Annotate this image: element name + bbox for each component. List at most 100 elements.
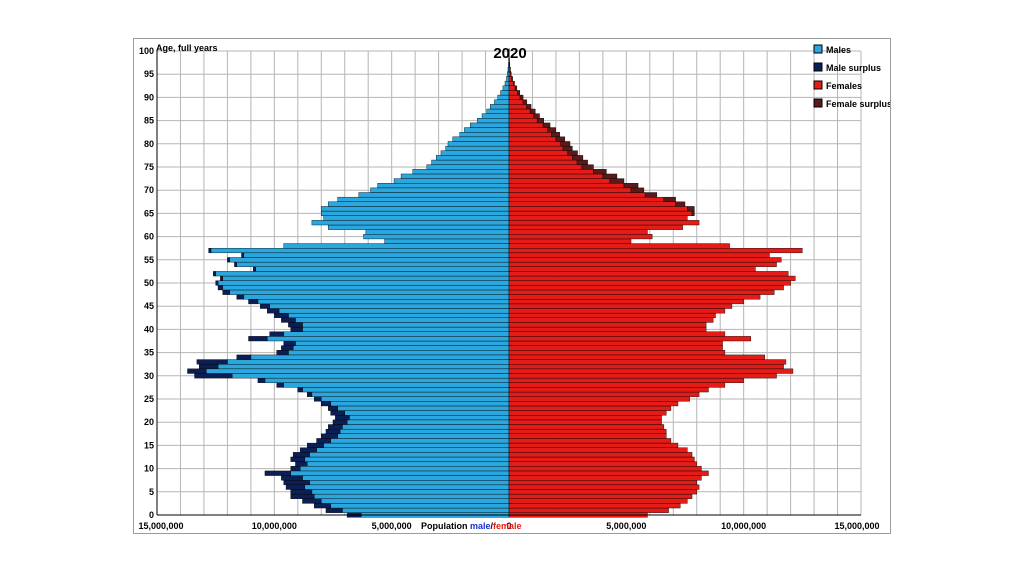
x-tick-label: 15,000,000 [834,521,879,531]
male-bar [236,261,510,267]
female-bar [508,169,594,175]
male-bar [302,322,510,328]
male-bar [311,489,510,495]
male-surplus-bar [314,396,322,402]
male-surplus-bar [260,303,270,309]
male-bar [302,326,510,332]
male-surplus-bar [269,331,284,337]
x-axis-title: Population male/female [421,521,522,531]
male-bar [349,415,510,421]
female-bar [508,261,777,267]
male-bar [304,484,510,490]
female-surplus-bar [593,169,607,175]
male-bar [314,493,510,499]
chart-frame: 0 5 10 15 20 25 30 35 40 45 50 55 60 65 70 75 80 85 90 95 10… [133,38,891,534]
female-bar [508,480,697,486]
male-surplus-bar [306,391,313,397]
female-bar [508,415,662,421]
female-surplus-bar [513,80,515,86]
male-bar [494,99,510,105]
male-bar [321,206,510,212]
female-bar [508,159,578,165]
female-surplus-bar [576,159,588,165]
female-bar [508,470,709,476]
female-surplus-bar [551,131,560,138]
male-surplus-bar [285,484,306,490]
male-bar [302,387,510,393]
male-bar [267,336,510,342]
female-bar [508,433,667,439]
x-tick-label: 10,000,000 [721,521,766,531]
male-bar [328,201,510,207]
female-surplus-bar [547,127,556,133]
male-bar [283,243,510,249]
male-bar [309,452,510,458]
female-surplus-bar [562,145,573,151]
male-bar [321,210,510,216]
female-surplus-bar [675,201,686,207]
male-bar [490,104,510,110]
y-tick-label: 15 [144,440,154,450]
male-bar [229,257,510,263]
female-bar [508,405,672,411]
female-bar [508,447,688,453]
male-surplus-bar [281,317,296,323]
female-bar [508,442,679,448]
male-bar [470,122,510,128]
male-bar [292,345,510,351]
female-surplus-bar [687,206,695,212]
male-bar [459,131,510,138]
male-bar [222,275,510,281]
female-bar [508,210,693,216]
female-bar [508,141,561,147]
male-bar [377,183,510,189]
male-bar [316,447,510,453]
female-bar [508,266,756,272]
male-bar [328,224,510,230]
male-bar [447,141,510,147]
male-surplus-bar [220,275,223,281]
y-tick-label: 30 [144,371,154,381]
female-bar [508,401,679,407]
female-surplus-bar [511,76,513,82]
male-bar [206,368,510,374]
male-bar [231,373,510,379]
axes [156,51,861,516]
female-surplus-bar [581,164,594,170]
male-surplus-bar [325,428,341,435]
legend-swatch [813,62,823,72]
male-surplus-bar [330,410,345,416]
male-bar [344,410,510,416]
female-bar [508,391,700,397]
female-surplus-bar [609,178,625,184]
male-surplus-bar [222,289,230,295]
male-bar [264,377,510,383]
female-bar [508,252,770,258]
female-bar [508,99,524,105]
female-bar [508,71,511,77]
female-surplus-bar [526,104,532,110]
male-bar [502,85,510,91]
male-surplus-bar [290,493,315,499]
male-bar [365,229,510,235]
legend-label: Males [826,45,851,55]
female-bar [508,461,697,467]
male-bar [243,252,510,258]
male-bar [477,118,510,124]
male-surplus-bar [276,350,289,356]
female-bar [508,285,784,291]
female-bar [508,331,726,337]
y-tick-label: 70 [144,185,154,195]
female-surplus-bar [542,122,551,128]
female-bar [508,475,702,481]
male-surplus-bar [208,247,212,254]
x-tick-label: 0 [506,521,511,531]
female-bar [508,438,672,444]
male-surplus-bar [290,456,306,462]
male-surplus-bar [290,326,303,332]
female-bar [508,224,683,230]
male-bar [217,280,510,286]
y-tick-label: 85 [144,116,154,126]
female-bar [508,322,707,328]
x-axis-title-female: female [493,521,522,531]
